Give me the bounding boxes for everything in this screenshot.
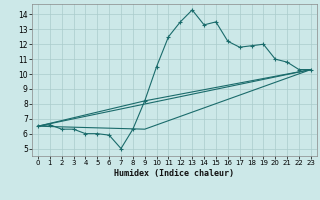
X-axis label: Humidex (Indice chaleur): Humidex (Indice chaleur): [115, 169, 234, 178]
